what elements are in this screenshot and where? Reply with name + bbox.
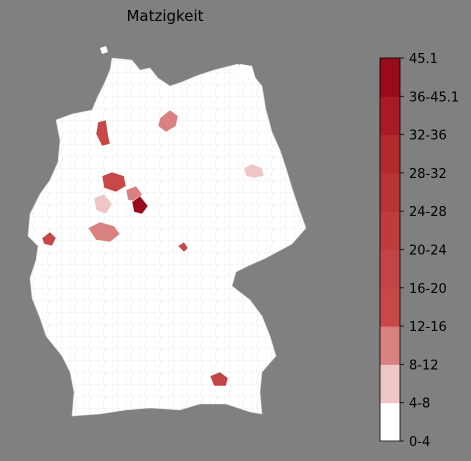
colorbar-segment	[380, 249, 400, 289]
region-northwest-coast	[95, 119, 111, 147]
colorbar-tick-label: 24-28	[409, 205, 447, 220]
colorbar-tick-label: 20-24	[409, 244, 447, 259]
colorbar-tick-label: 0-4	[409, 435, 430, 450]
colorbar-segment	[380, 287, 400, 327]
colorbar-segment	[380, 402, 400, 442]
colorbar-tick-label: 36-45.1	[409, 90, 459, 105]
colorbar-tick-label: 32-36	[409, 129, 447, 144]
region-osnabrueck-area	[101, 171, 127, 193]
colorbar-segment	[380, 172, 400, 212]
colorbar-segment	[380, 211, 400, 250]
colorbar-tick-label: 28-32	[409, 167, 447, 182]
colorbar-segment	[380, 96, 400, 136]
region-upper-bavaria-east	[209, 371, 229, 387]
colorbar-tick-label: 16-20	[409, 282, 447, 297]
colorbar-tick-label: 12-16	[409, 320, 447, 335]
island-east	[238, 64, 256, 84]
region-detmold-area	[131, 195, 149, 215]
colorbar-segment	[380, 326, 400, 365]
colorbar-tick-label: 8-12	[409, 358, 439, 373]
colorbar-segment	[380, 58, 400, 97]
region-thuringia-spot	[177, 241, 189, 253]
colorbar-max-label: 45.1	[409, 52, 438, 67]
region-brandenburg-east	[243, 163, 265, 179]
region-muenster-area	[93, 193, 113, 215]
region-hamburg-area	[157, 109, 179, 133]
map-title: Matzigkeit	[126, 7, 204, 25]
region-aachen-area	[41, 231, 57, 247]
colorbar-segment	[380, 364, 400, 404]
region-ruhr-area	[87, 221, 121, 243]
colorbar-tick-label: 4-8	[409, 397, 430, 412]
colorbar-segment	[380, 134, 400, 174]
island-north	[100, 46, 108, 54]
